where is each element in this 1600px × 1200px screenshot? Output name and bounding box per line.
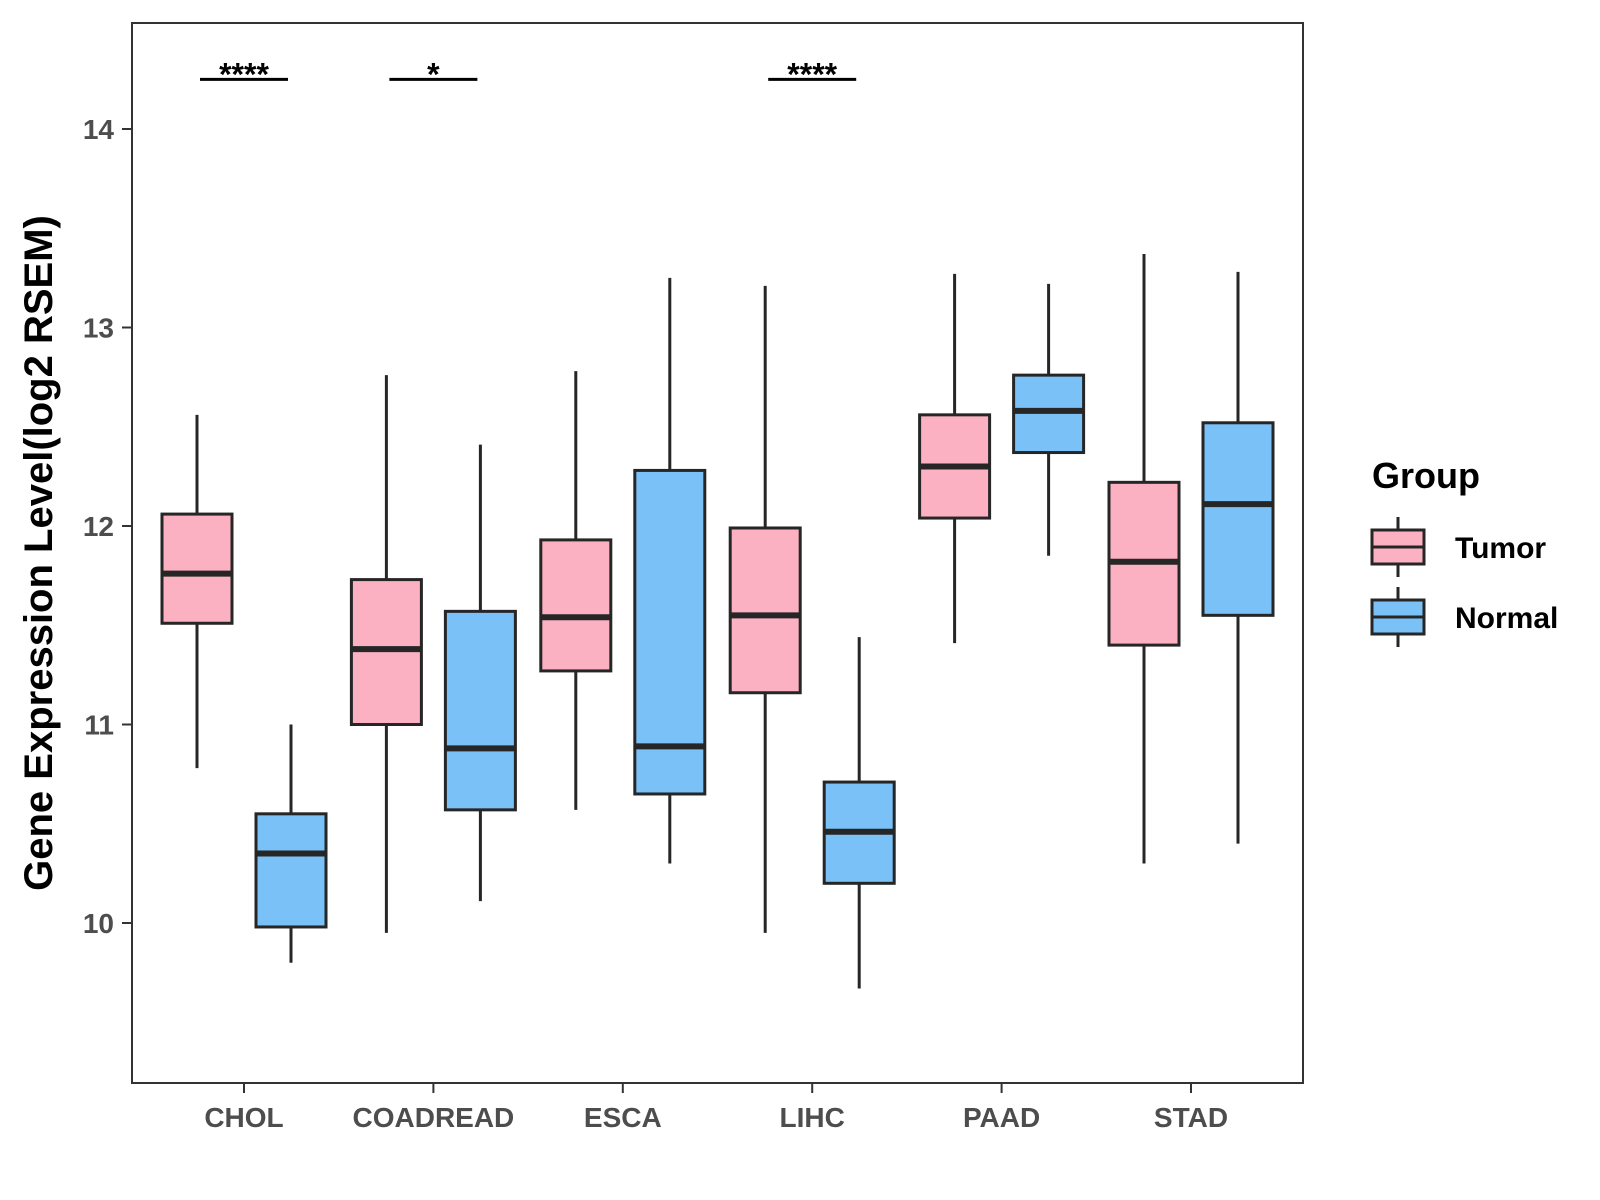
x-tick-label: CHOL: [204, 1102, 283, 1133]
box-esca-tumor: [539, 371, 613, 810]
significance-label: ****: [787, 56, 837, 92]
box-body: [728, 526, 802, 695]
significance-label: *: [427, 56, 440, 92]
legend-label: Normal: [1455, 602, 1558, 635]
box-chol-normal: [254, 724, 328, 963]
plot-panel-border: [131, 22, 1304, 1084]
legend-item-normal: Normal: [1370, 587, 1558, 647]
box-coadread-tumor: [349, 375, 423, 933]
box-body: [160, 512, 234, 625]
y-tick-label: 13: [83, 313, 114, 344]
box-body: [1201, 421, 1275, 617]
x-tick-label: PAAD: [963, 1102, 1040, 1133]
x-axis: CHOL COADREAD ESCA LIHC PAAD STAD: [204, 1083, 1228, 1133]
box-esca-normal: [633, 277, 707, 864]
box-body: [254, 812, 328, 929]
legend-item-tumor: Tumor: [1370, 517, 1546, 577]
box-series: [160, 254, 1275, 989]
y-axis-title: Gene Expression Level(log2 RSEM): [17, 215, 61, 891]
box-lihc-normal: [822, 637, 896, 989]
box-coadread-normal: [443, 444, 517, 902]
y-tick-label: 12: [83, 511, 114, 542]
y-tick-label: 14: [83, 114, 115, 145]
box-stad-normal: [1201, 271, 1275, 844]
y-tick-label: 11: [84, 710, 114, 741]
box-body: [539, 538, 613, 673]
y-axis: 10 11 12 13 14: [83, 114, 132, 939]
x-tick-label: ESCA: [584, 1102, 662, 1133]
box-paad-normal: [1012, 283, 1086, 556]
box-chol-tumor: [160, 414, 234, 769]
y-tick-label: 10: [83, 908, 114, 939]
legend: Group Tumor Normal: [1370, 455, 1558, 647]
legend-label: Tumor: [1455, 532, 1546, 565]
box-body: [443, 609, 517, 812]
x-tick-label: STAD: [1154, 1102, 1228, 1133]
box-paad-tumor: [918, 273, 992, 644]
significance-label: ****: [219, 56, 269, 92]
box-stad-tumor: [1107, 254, 1181, 864]
x-tick-label: LIHC: [780, 1102, 845, 1133]
legend-title: Group: [1372, 455, 1480, 496]
x-tick-label: COADREAD: [353, 1102, 515, 1133]
box-lihc-tumor: [728, 285, 802, 933]
box-body: [633, 468, 707, 796]
significance-annotations: **** * ****: [200, 56, 857, 92]
